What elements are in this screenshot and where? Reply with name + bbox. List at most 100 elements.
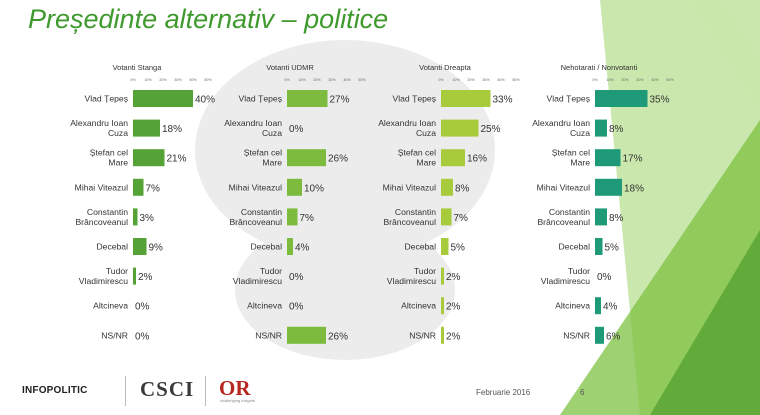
chart-2: Votanti UDMR 0% 10% 20% 30% 40% 50% Vlad Țepeș 2… (224, 63, 366, 344)
category-label: Ștefan cel Mare (244, 148, 282, 168)
bar (595, 149, 621, 167)
chart-4: Nehotarati / Nonvotanti 0% 10% 20% 30% 40% 50%… (532, 63, 674, 344)
value-label: 26% (328, 154, 348, 165)
green-shape-right-dark (650, 230, 760, 415)
bar (441, 297, 444, 315)
value-label: 17% (623, 154, 643, 165)
value-label: 4% (603, 302, 618, 313)
value-label: 35% (650, 95, 670, 106)
value-label: 9% (149, 243, 164, 254)
category-label: Constantin Brâncoveanul (537, 207, 590, 227)
value-label: 0% (135, 331, 150, 342)
bar (287, 178, 302, 196)
green-shape-sliver (690, 0, 760, 110)
bar (133, 119, 160, 137)
value-label: 5% (451, 243, 466, 254)
tick-label: 40% (497, 78, 505, 82)
value-label: 0% (289, 302, 304, 313)
value-label: 18% (162, 124, 182, 135)
tick-label: 50% (666, 78, 674, 82)
chart-3: Votanti Dreapta 0% 10% 20% 30% 40% 50% Vlad Țep… (378, 63, 520, 344)
bar (133, 238, 147, 255)
category-label: Constantin Brâncoveanul (75, 207, 128, 227)
bar (595, 119, 607, 137)
value-label: 7% (454, 213, 469, 224)
value-label: 0% (289, 272, 304, 283)
category-label: Decebal (404, 242, 436, 252)
tick-label: 20% (159, 78, 167, 82)
infopolitic-logo: INFOPOLITIC (22, 385, 88, 396)
value-label: 0% (289, 124, 304, 135)
value-label: 8% (455, 183, 470, 194)
value-label: 18% (624, 183, 644, 194)
bar (595, 297, 601, 315)
category-label: Altcineva (247, 301, 282, 311)
category-label: Alexandru Ioan Cuza (378, 118, 436, 138)
tick-label: 50% (204, 78, 212, 82)
value-label: 4% (295, 243, 310, 254)
tick-label: 50% (512, 78, 520, 82)
category-label: Decebal (250, 242, 282, 252)
tick-label: 30% (482, 78, 490, 82)
value-label: 21% (167, 154, 187, 165)
category-label: NS/NR (101, 330, 128, 340)
tick-label: 10% (452, 78, 460, 82)
category-label: Altcineva (401, 301, 436, 311)
value-label: 2% (446, 331, 461, 342)
bar (441, 238, 449, 255)
category-label: Vlad Țepeș (239, 94, 282, 104)
value-label: 10% (304, 183, 324, 194)
category-label: Mihai Viteazul (75, 182, 128, 192)
value-label: 3% (140, 213, 155, 224)
logo-divider (125, 376, 126, 406)
value-label: 25% (481, 124, 501, 135)
bar (287, 208, 298, 226)
chart-title: Votanti Stanga (113, 63, 163, 72)
bar (133, 178, 144, 196)
tick-label: 30% (328, 78, 336, 82)
category-label: Tudor Vladimirescu (233, 266, 282, 286)
bar (133, 208, 138, 226)
tick-label: 30% (174, 78, 182, 82)
bar (441, 326, 444, 344)
tick-label: 0% (130, 78, 136, 82)
category-label: Mihai Viteazul (229, 182, 282, 192)
tick-label: 40% (651, 78, 659, 82)
category-label: Altcineva (555, 301, 590, 311)
category-label: Mihai Viteazul (383, 182, 436, 192)
category-label: Vlad Țepeș (85, 94, 128, 104)
chart-title: Nehotarati / Nonvotanti (561, 63, 638, 72)
value-label: 5% (605, 243, 620, 254)
bar (441, 178, 453, 196)
tick-label: 0% (284, 78, 290, 82)
tick-label: 20% (467, 78, 475, 82)
bar (441, 90, 491, 107)
bar (441, 208, 452, 226)
or-logo: OR (219, 376, 251, 400)
bar (441, 119, 479, 137)
logo-divider (205, 376, 206, 406)
chart-1: Votanti Stanga 0% 10% 20% 30% 40% 50% Vlad Țepe… (70, 63, 215, 342)
page-number: 6 (580, 388, 585, 397)
tick-label: 10% (606, 78, 614, 82)
value-label: 8% (609, 213, 624, 224)
tick-label: 40% (189, 78, 197, 82)
bar (441, 149, 465, 167)
value-label: 33% (493, 95, 513, 106)
category-label: NS/NR (409, 330, 436, 340)
tick-label: 10% (144, 78, 152, 82)
bar (441, 267, 444, 285)
category-label: Constantin Brâncoveanul (383, 207, 436, 227)
bar (595, 238, 603, 255)
bar (595, 178, 622, 196)
value-label: 26% (328, 331, 348, 342)
tick-label: 20% (313, 78, 321, 82)
value-label: 7% (146, 183, 161, 194)
bar (133, 267, 136, 285)
category-label: Vlad Țepeș (547, 94, 590, 104)
value-label: 0% (135, 302, 150, 313)
page-title: Președinte alternativ – politice (28, 4, 389, 34)
value-label: 8% (609, 124, 624, 135)
